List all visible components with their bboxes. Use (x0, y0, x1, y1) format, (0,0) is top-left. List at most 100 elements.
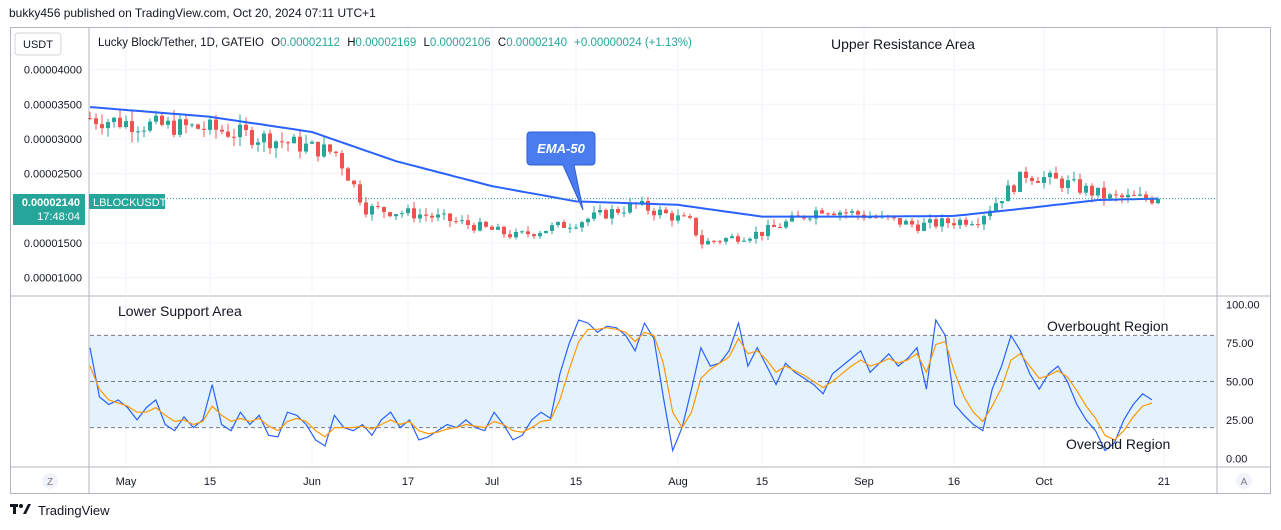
candle-body (280, 141, 284, 143)
legend-title: Lucky Block/Tether, 1D, GATEIO (98, 37, 264, 49)
countdown-timer: 17:48:04 (37, 211, 80, 223)
candle-body (838, 212, 842, 216)
candle-body (262, 133, 266, 143)
candle-body (568, 227, 572, 229)
candle-body (856, 211, 860, 215)
candle-body (1150, 198, 1154, 204)
candle-body (328, 144, 332, 152)
candle-body (376, 206, 380, 208)
candle-body (304, 143, 308, 152)
candle-body (1084, 185, 1088, 193)
price-tick-label: 0.00003500 (24, 99, 82, 111)
candle-body (724, 238, 728, 242)
candle-body (430, 215, 434, 218)
candle-body (340, 153, 344, 169)
legend-high-label: H (347, 37, 355, 49)
candle-body (388, 212, 392, 217)
publish-caption: bukky456 published on TradingView.com, O… (9, 6, 376, 20)
candle-body (778, 226, 782, 228)
candle-body (964, 219, 968, 225)
candle-body (172, 120, 176, 135)
candle-body (640, 200, 644, 204)
auto-scale-left-button[interactable] (42, 473, 58, 489)
candle-body (472, 224, 476, 231)
candle-body (1120, 195, 1124, 198)
candle-body (1054, 172, 1058, 179)
candle-body (124, 121, 128, 127)
candle-body (664, 209, 668, 214)
candle-body (706, 240, 710, 245)
candle-body (220, 129, 224, 132)
candle-body (166, 120, 170, 125)
time-tick-label: Sep (854, 476, 874, 488)
auto-scale-left-label: Z (47, 477, 53, 488)
candle-body (1066, 180, 1070, 189)
candle-body (598, 209, 602, 213)
candle-body (394, 214, 398, 217)
time-tick-label: 15 (756, 476, 768, 488)
candle-body (316, 141, 320, 157)
candle-body (808, 218, 812, 220)
rsi-axis: 100.00 75.00 50.00 25.00 0.00 (1226, 300, 1260, 466)
candle-body (646, 200, 650, 211)
chart-frame (10, 27, 1271, 494)
currency-label: USDT (23, 39, 53, 51)
legend-open-value: 0.00002112 (280, 37, 340, 49)
price-tick-label: 0.00002500 (24, 169, 82, 181)
candle-body (400, 213, 404, 215)
candle-body (952, 223, 956, 226)
candle-body (100, 124, 104, 129)
candle-body (370, 206, 374, 215)
candle-body (250, 130, 254, 145)
candle-body (358, 184, 362, 203)
ema-callout-bubble (526, 131, 596, 211)
candle-body (610, 209, 614, 219)
candle-body (424, 214, 428, 216)
candle-body (958, 219, 962, 226)
candle-body (268, 133, 272, 149)
rsi-tick-label: 25.00 (1226, 415, 1254, 427)
currency-button[interactable] (14, 32, 62, 56)
candle-body (88, 118, 92, 120)
footer-brand[interactable]: TradingView (38, 503, 110, 518)
chart-legend: Lucky Block/Tether, 1D, GATEIO O0.000021… (98, 37, 692, 49)
candle-body (1018, 171, 1022, 192)
candle-body (1132, 194, 1136, 196)
candle-body (1102, 187, 1106, 199)
candle-body (274, 141, 278, 149)
price-tick-label: 0.00001500 (24, 238, 82, 250)
candle-body (826, 213, 830, 215)
candle-body (532, 234, 536, 237)
candle-body (850, 211, 854, 213)
candle-body (1108, 194, 1112, 199)
time-tick-label: 16 (948, 476, 960, 488)
oversold-label: Oversold Region (1066, 436, 1170, 452)
candle-body (652, 210, 656, 216)
candle-body (298, 136, 302, 152)
candle-body (334, 151, 338, 154)
candle-body (232, 136, 236, 138)
rsi-ma-line (89, 327, 1153, 441)
candle-body (694, 217, 698, 236)
candle-body (412, 208, 416, 219)
candle-body (118, 117, 122, 127)
candle-body (928, 219, 932, 223)
candle-body (742, 240, 746, 242)
candle-body (208, 119, 212, 130)
candle-body (580, 222, 584, 228)
candle-body (1036, 181, 1040, 183)
candle-body (142, 130, 146, 132)
legend-close-value: 0.00002140 (506, 37, 567, 49)
auto-scale-right-button[interactable] (1236, 473, 1252, 489)
candle-body (322, 144, 326, 157)
candle-body (202, 128, 206, 130)
candle-body (898, 218, 902, 225)
overbought-label: Overbought Region (1047, 318, 1168, 334)
candle-body (544, 230, 548, 234)
candle-body (352, 180, 356, 185)
candle-body (1114, 194, 1118, 196)
rsi-tick-label: 75.00 (1226, 338, 1254, 350)
current-price-badge (13, 194, 85, 225)
candle-body (910, 220, 914, 225)
